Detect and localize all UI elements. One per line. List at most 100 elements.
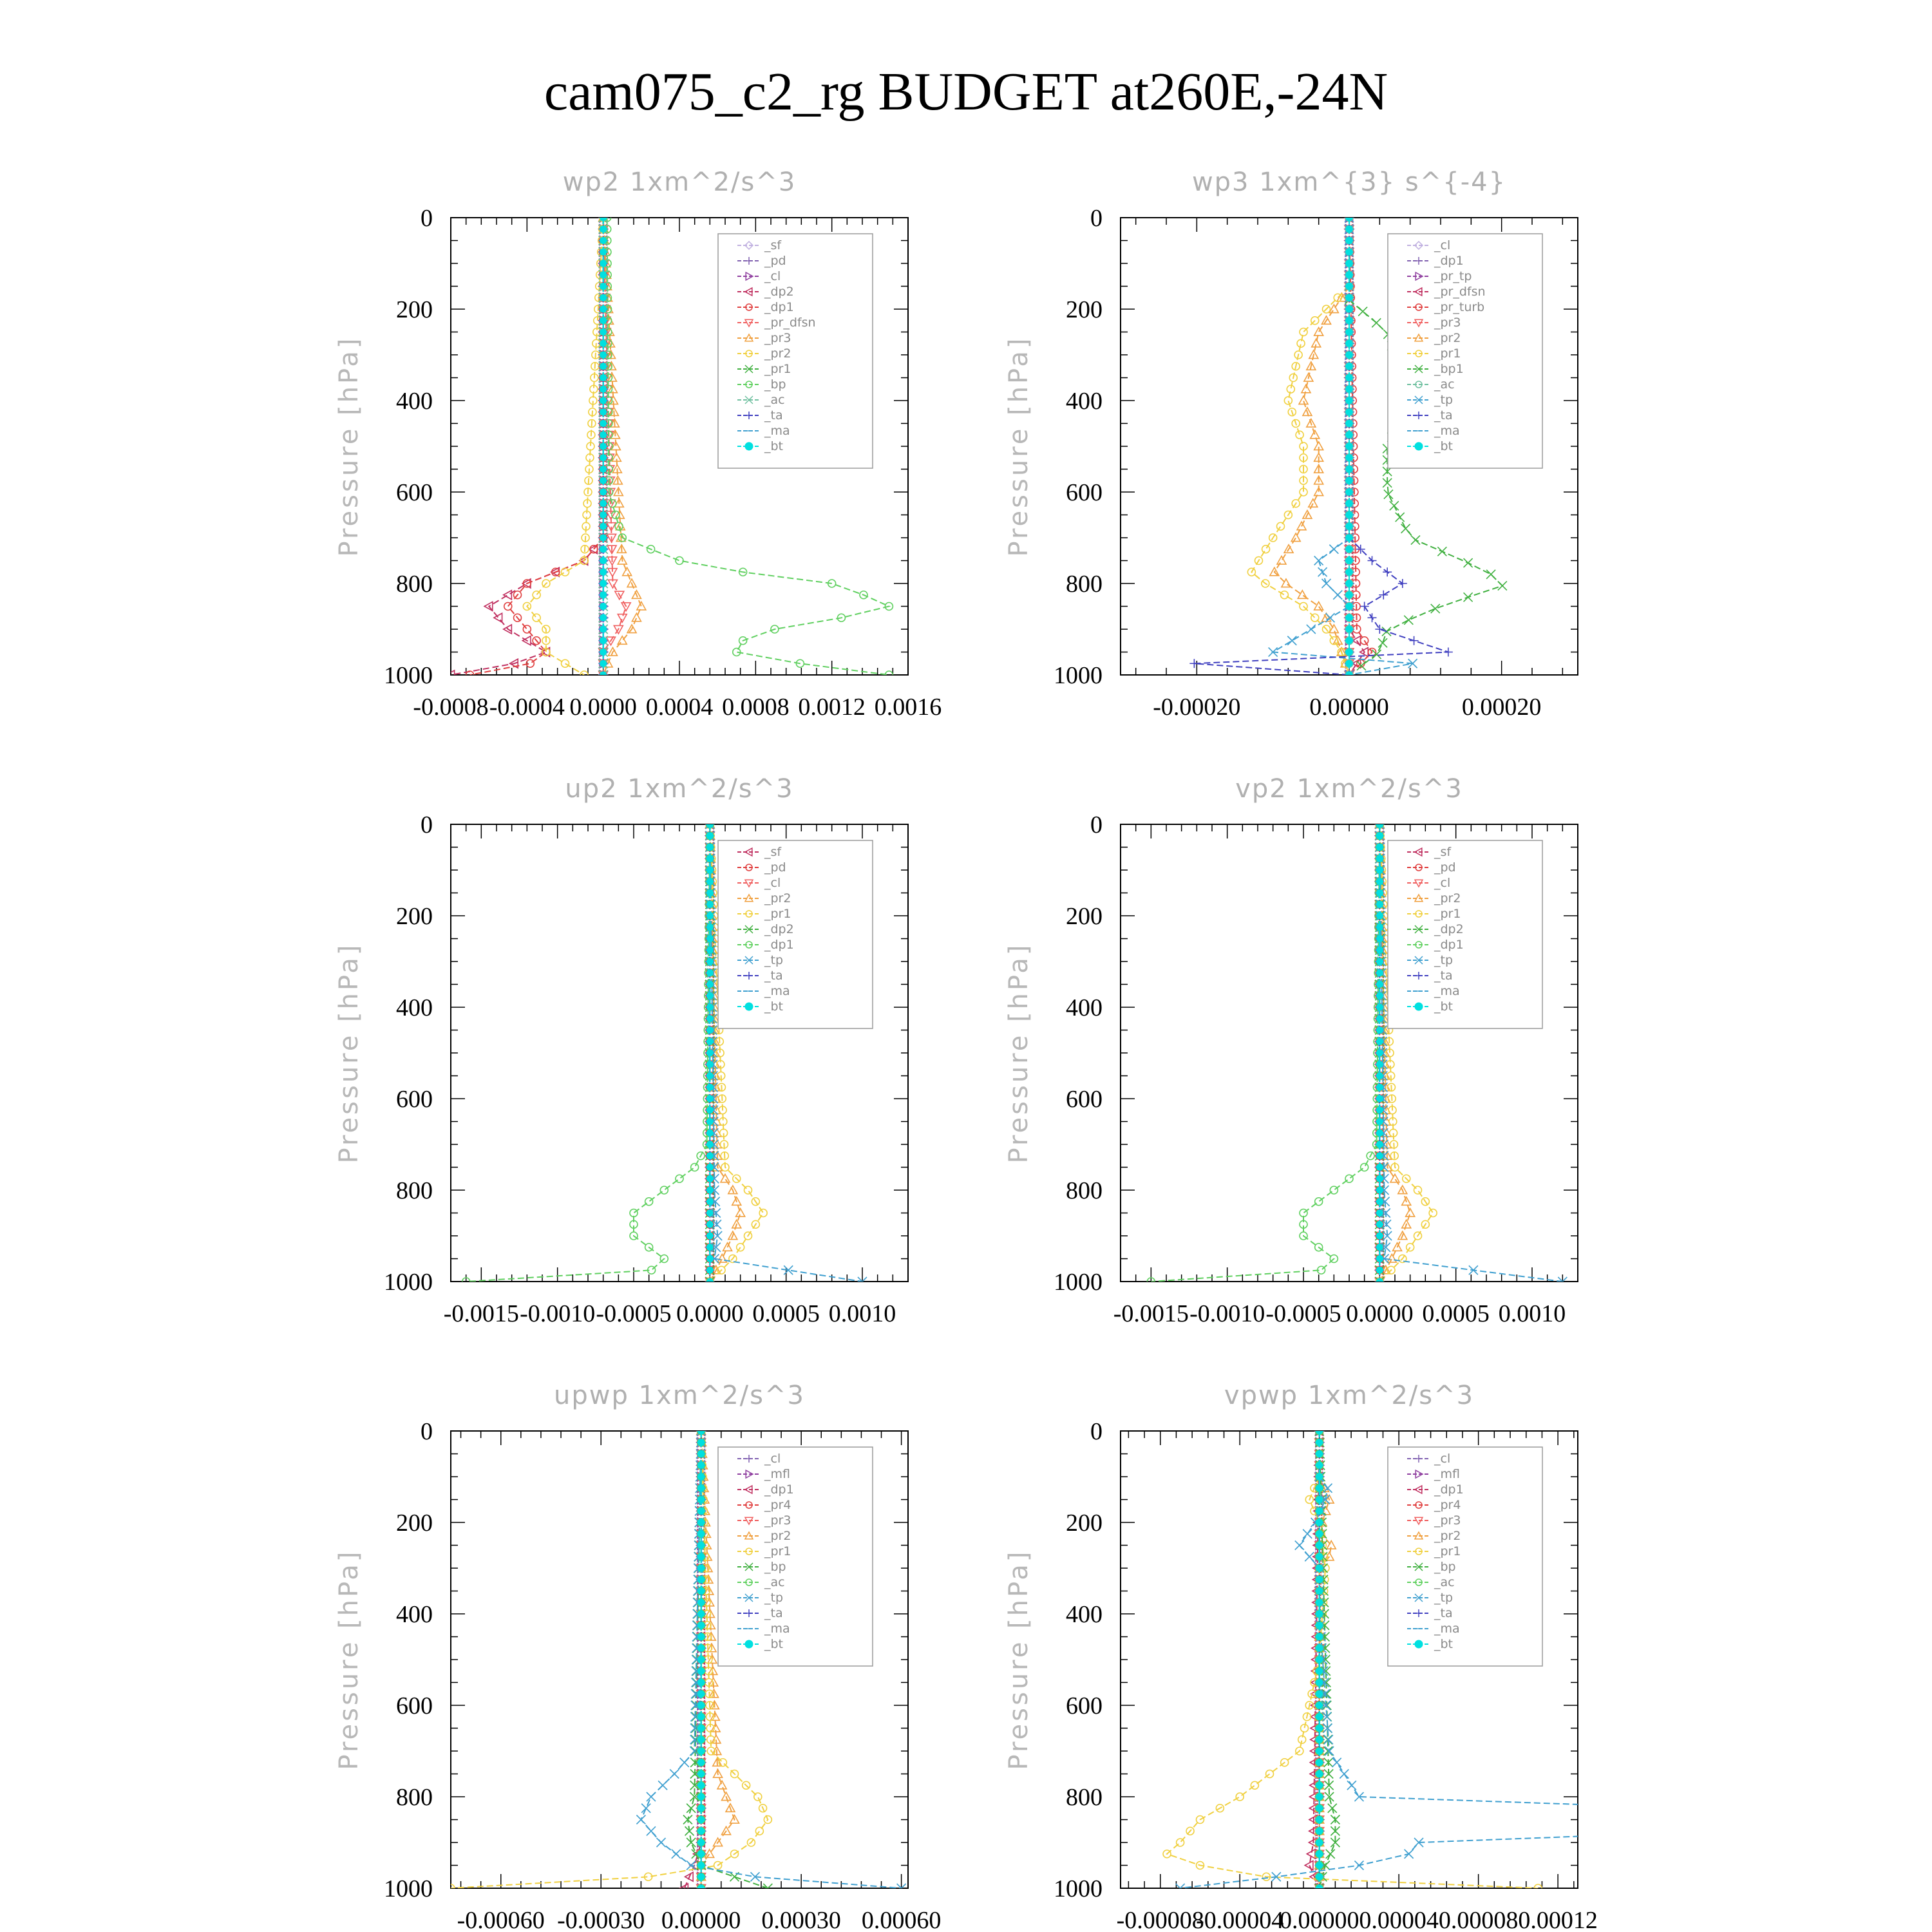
- legend-label: _pr_tp: [1434, 269, 1472, 283]
- data-point: [1195, 1815, 1205, 1824]
- data-point: [706, 958, 714, 965]
- data-point: [1316, 1496, 1323, 1503]
- data-point: [1296, 520, 1307, 531]
- data-point: [1376, 1061, 1383, 1068]
- data-point: [1358, 306, 1368, 317]
- y-tick-label: 1000: [384, 1269, 433, 1296]
- data-point: [1376, 1129, 1383, 1137]
- data-point: [711, 1745, 723, 1756]
- data-point: [1443, 647, 1453, 657]
- data-point: [612, 475, 623, 485]
- legend-label: _pr3: [764, 331, 791, 345]
- data-point: [1345, 248, 1353, 256]
- data-point: [1313, 600, 1325, 611]
- data-point: [675, 556, 684, 565]
- data-point: [589, 396, 598, 405]
- x-tick-label: 0.00030: [761, 1907, 841, 1932]
- data-point: [1175, 1883, 1186, 1888]
- data-point: [859, 590, 868, 600]
- data-point: [600, 317, 607, 325]
- data-point: [1297, 1735, 1307, 1745]
- data-point: [697, 1461, 705, 1469]
- legend-marker: [745, 1578, 753, 1586]
- data-point: [1316, 1564, 1323, 1572]
- data-point: [746, 1838, 756, 1847]
- data-point: [751, 1220, 761, 1229]
- data-point: [697, 1473, 705, 1481]
- data-point: [684, 1826, 695, 1836]
- data-point: [1302, 509, 1313, 519]
- data-point: [1291, 419, 1300, 428]
- data-point: [605, 636, 616, 647]
- data-point: [1330, 1826, 1340, 1836]
- data-point: [712, 1757, 723, 1767]
- data-point: [1291, 498, 1300, 508]
- data-point: [697, 1431, 705, 1435]
- data-point: [697, 1553, 705, 1560]
- data-point: [706, 1747, 716, 1756]
- data-point: [706, 1209, 714, 1217]
- data-point: [706, 1095, 714, 1103]
- data-point: [600, 305, 607, 313]
- data-point: [1320, 1689, 1331, 1699]
- data-point: [1323, 1768, 1334, 1779]
- x-tick-label: 0.00060: [862, 1907, 942, 1932]
- data-point: [1345, 477, 1353, 484]
- data-point: [706, 969, 714, 977]
- legend-label: _cl: [1434, 238, 1450, 252]
- data-point: [600, 625, 607, 633]
- data-point: [1359, 601, 1369, 611]
- legend-label: _dp1: [764, 300, 794, 314]
- data-point: [706, 935, 714, 942]
- legend-label: _dp2: [764, 922, 794, 936]
- legend-label: _ma: [764, 984, 790, 998]
- plot-series: [1146, 824, 1567, 1282]
- data-point: [1371, 317, 1381, 328]
- legend-marker: [745, 412, 753, 419]
- data-point: [1254, 556, 1264, 565]
- legend-marker: [745, 1501, 753, 1509]
- data-point: [1376, 878, 1383, 886]
- data-point: [1376, 844, 1383, 851]
- data-point: [1330, 1837, 1340, 1848]
- data-point: [704, 1596, 715, 1607]
- data-point: [1376, 1003, 1383, 1011]
- legend-marker: [744, 365, 753, 374]
- data-point: [647, 1265, 656, 1275]
- data-point: [1308, 349, 1320, 359]
- data-point: [706, 878, 714, 886]
- data-point: [706, 1003, 714, 1011]
- legend-marker: [745, 257, 753, 265]
- data-point: [1375, 625, 1385, 634]
- data-point: [706, 1654, 718, 1664]
- data-point: [1376, 1198, 1383, 1206]
- data-point: [1345, 294, 1353, 301]
- legend-marker: [1414, 287, 1423, 297]
- data-point: [705, 1631, 717, 1641]
- data-point: [707, 1665, 719, 1676]
- legend-label: _pr3: [764, 1513, 791, 1528]
- x-tick-label: -0.00030: [557, 1907, 645, 1932]
- legend-marker: [1414, 240, 1424, 251]
- data-point: [710, 1197, 721, 1207]
- data-point: [1345, 408, 1353, 416]
- data-point: [1299, 1231, 1308, 1240]
- legend-marker: [1415, 412, 1423, 419]
- legend-marker: [1414, 1562, 1423, 1571]
- x-tick-label: 0.0000: [676, 1300, 744, 1327]
- data-point: [636, 600, 647, 611]
- legend-label: _pr1: [1434, 346, 1461, 361]
- data-point: [1303, 372, 1314, 382]
- data-point: [1345, 328, 1353, 336]
- data-point: [1303, 1860, 1314, 1871]
- legend-marker: [1415, 941, 1423, 949]
- data-point: [600, 351, 607, 359]
- data-point: [690, 1723, 700, 1734]
- data-point: [762, 1883, 773, 1888]
- y-tick-label: 1000: [1054, 662, 1103, 689]
- legend-marker: [745, 381, 753, 388]
- data-point: [1376, 958, 1383, 965]
- legend-label: _pr_dfsn: [764, 316, 816, 330]
- data-point: [1345, 603, 1353, 610]
- data-point: [583, 498, 592, 508]
